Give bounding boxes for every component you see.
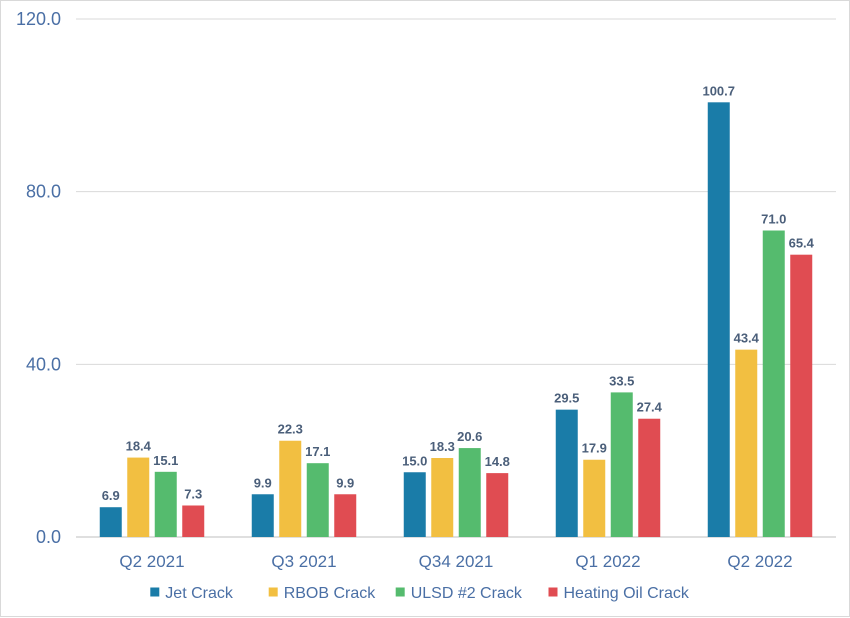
bar-rbob-crack-0 xyxy=(127,457,150,537)
data-label: 27.4 xyxy=(637,400,663,415)
x-category-label: Q2 2021 xyxy=(119,552,184,571)
legend-swatch xyxy=(268,587,278,597)
x-category-label: Q1 2022 xyxy=(575,552,640,571)
bar-jet-crack-2 xyxy=(403,472,426,537)
bar-heating-oil-crack-3 xyxy=(638,418,661,537)
data-label: 33.5 xyxy=(609,373,634,388)
x-category-label: Q3 2021 xyxy=(271,552,336,571)
data-label: 6.9 xyxy=(102,488,120,503)
legend-item-ulsd-2-crack: ULSD #2 Crack xyxy=(395,585,523,602)
legend-label: RBOB Crack xyxy=(284,585,377,602)
bar-ulsd-2-crack-1 xyxy=(306,463,329,537)
legend: Jet Crack RBOB Crack ULSD #2 Crack Heating … xyxy=(150,585,690,602)
bar-ulsd-2-crack-2 xyxy=(458,448,481,537)
data-label: 65.4 xyxy=(789,236,815,251)
legend-swatch xyxy=(150,587,160,597)
y-axis-ticks: 0.0 40.0 80.0 120.0 xyxy=(16,9,61,547)
data-label: 29.5 xyxy=(554,391,579,406)
legend-label: Heating Oil Crack xyxy=(564,585,690,602)
data-labels: 6.9 18.415.1 7.3 9.9 22.317.1 9.9 15.018.320.6… xyxy=(102,83,815,503)
bar-ulsd-2-crack-0 xyxy=(154,471,177,537)
y-tick-label: 80.0 xyxy=(26,182,61,202)
legend-label: ULSD #2 Crack xyxy=(411,585,523,602)
data-label: 18.3 xyxy=(430,439,455,454)
legend-item-rbob-crack: RBOB Crack xyxy=(268,585,377,602)
legend-label: Jet Crack xyxy=(165,585,234,602)
bar-rbob-crack-4 xyxy=(735,349,758,537)
bar-rbob-crack-1 xyxy=(279,440,302,537)
data-label: 7.3 xyxy=(184,486,202,501)
data-label: 17.9 xyxy=(582,441,607,456)
x-axis-categories: Q2 2021 Q3 2021 Q34 2021 Q1 2022 Q2 2022 xyxy=(119,552,792,571)
data-label: 100.7 xyxy=(702,83,735,98)
data-label: 9.9 xyxy=(254,475,272,490)
x-category-label: Q34 2021 xyxy=(419,552,494,571)
data-label: 43.4 xyxy=(734,331,760,346)
bar-jet-crack-4 xyxy=(707,102,730,537)
y-tick-label: 0.0 xyxy=(36,527,61,547)
data-label: 14.8 xyxy=(485,454,510,469)
data-label: 15.1 xyxy=(153,453,178,468)
y-tick-label: 40.0 xyxy=(26,354,61,374)
legend-swatch xyxy=(395,587,405,597)
bar-rbob-crack-2 xyxy=(431,458,454,537)
data-label: 9.9 xyxy=(336,475,354,490)
bar-jet-crack-1 xyxy=(251,494,274,537)
legend-swatch xyxy=(548,587,558,597)
bar-heating-oil-crack-0 xyxy=(182,505,205,537)
bar-jet-crack-0 xyxy=(99,507,122,537)
bar-jet-crack-3 xyxy=(555,409,578,537)
legend-item-heating-oil-crack: Heating Oil Crack xyxy=(548,585,690,602)
legend-item-jet-crack: Jet Crack xyxy=(150,585,234,602)
bar-ulsd-2-crack-4 xyxy=(762,230,785,537)
bar-heating-oil-crack-1 xyxy=(334,494,357,537)
data-label: 22.3 xyxy=(278,422,303,437)
bar-rbob-crack-3 xyxy=(583,459,606,537)
x-category-label: Q2 2022 xyxy=(727,552,792,571)
bar-heating-oil-crack-4 xyxy=(790,254,813,537)
bars xyxy=(99,102,813,537)
y-tick-label: 120.0 xyxy=(16,9,61,29)
bar-ulsd-2-crack-3 xyxy=(610,392,633,537)
bar-heating-oil-crack-2 xyxy=(486,473,509,537)
data-label: 71.0 xyxy=(761,212,786,227)
data-label: 15.0 xyxy=(402,453,427,468)
data-label: 17.1 xyxy=(305,444,330,459)
data-label: 18.4 xyxy=(126,439,152,454)
data-label: 20.6 xyxy=(457,429,482,444)
